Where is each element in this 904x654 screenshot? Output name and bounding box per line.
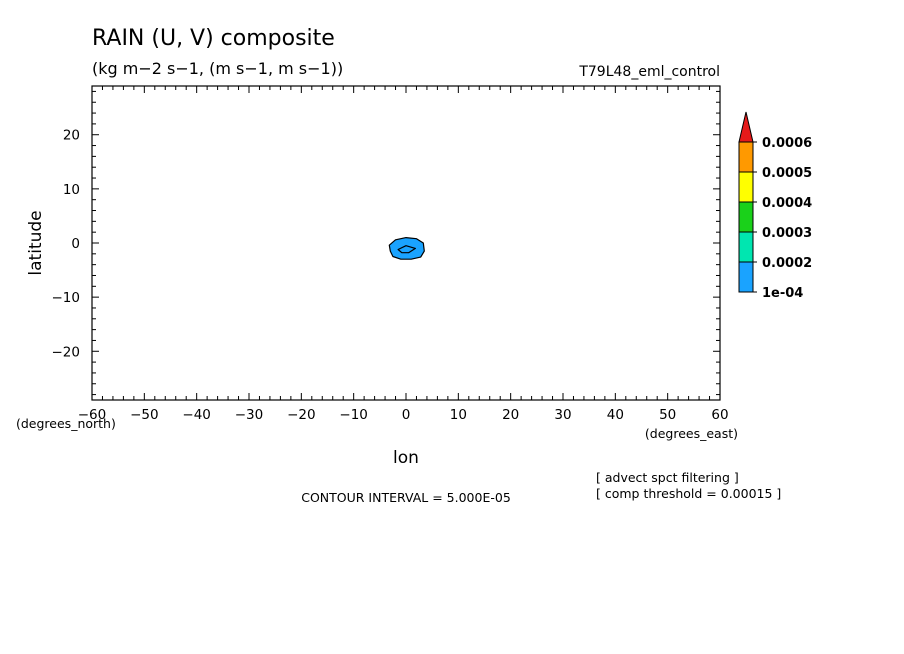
y-tick-label: 10	[63, 182, 80, 198]
x-tick-label: −40	[182, 407, 211, 423]
y-tick-label: 20	[63, 128, 80, 144]
colorbar: 1e-04 0.0002 0.0003 0.0004 0.0005 0.0006	[738, 111, 812, 301]
x-tick-label: −10	[339, 407, 368, 423]
colorbar-label: 0.0005	[762, 166, 812, 181]
note-threshold: [ comp threshold = 0.00015 ]	[596, 486, 781, 501]
contour-1	[397, 245, 416, 254]
y-tick-label: 0	[71, 236, 80, 252]
colorbar-label: 0.0002	[762, 256, 812, 271]
x-tick-label: 20	[502, 407, 519, 423]
experiment-label: T79L48_eml_control	[578, 64, 720, 80]
chart-subtitle: (kg m−2 s−1, (m s−1, m s−1))	[92, 59, 343, 78]
contour-interval: CONTOUR INTERVAL = 5.000E-05	[301, 490, 511, 505]
x-tick-label: 60	[711, 407, 728, 423]
colorbar-label: 0.0004	[762, 196, 812, 211]
x-tick-label: 30	[554, 407, 571, 423]
colorbar-segment	[738, 231, 754, 263]
colorbar-segment	[738, 171, 754, 203]
x-unit-label: (degrees_east)	[645, 426, 738, 441]
colorbar-segment	[738, 141, 754, 173]
x-tick-label: 50	[659, 407, 676, 423]
colorbar-segment	[738, 261, 754, 293]
x-tick-label: 10	[450, 407, 467, 423]
x-tick-label: −20	[287, 407, 316, 423]
x-tick-label: 40	[607, 407, 624, 423]
colorbar-segment	[738, 201, 754, 233]
note-filtering: [ advect spct filtering ]	[596, 470, 739, 485]
x-tick-label: −60	[78, 407, 107, 423]
chart-title: RAIN (U, V) composite	[92, 26, 335, 51]
y-axis-label: latitude	[26, 210, 46, 275]
colorbar-label: 0.0006	[762, 136, 812, 151]
colorbar-label: 1e-04	[762, 286, 803, 301]
colorbar-overflow-triangle	[738, 111, 754, 143]
plot-area	[91, 85, 721, 401]
x-tick-label: 0	[402, 407, 411, 423]
x-tick-label: −30	[235, 407, 264, 423]
y-unit-label: (degrees_north)	[16, 416, 116, 431]
colorbar-label: 0.0003	[762, 226, 812, 241]
y-tick-label: −20	[52, 344, 81, 360]
x-axis-label: lon	[393, 448, 419, 468]
x-tick-label: −50	[130, 407, 159, 423]
y-tick-label: −10	[52, 290, 81, 306]
